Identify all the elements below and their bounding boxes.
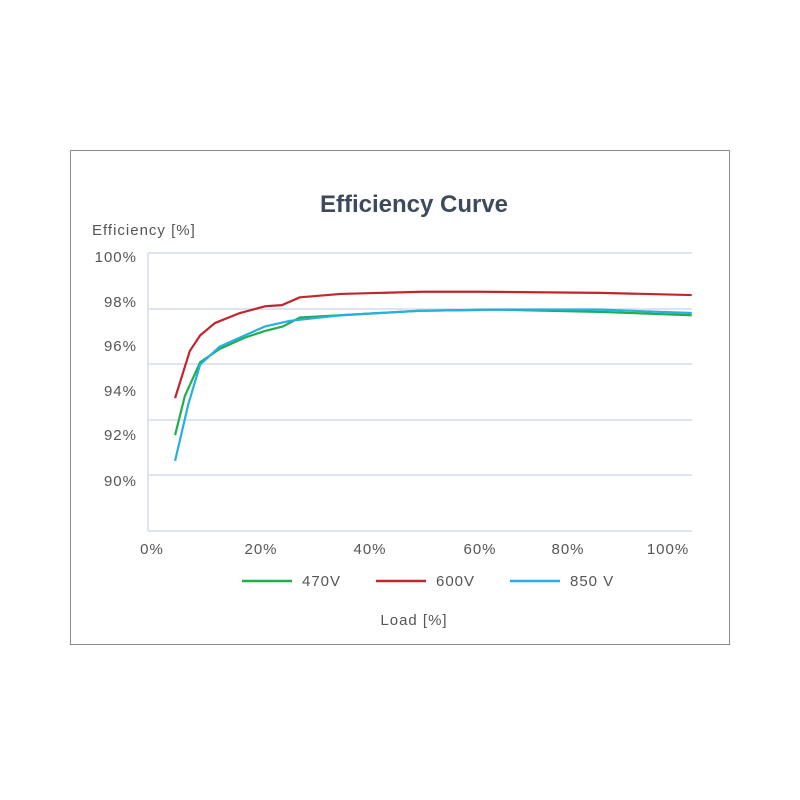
y-tick-label: 100% [95, 249, 137, 266]
x-tick-label: 60% [463, 541, 496, 558]
chart-title: Efficiency Curve [320, 191, 508, 218]
x-tick-label: 100% [647, 541, 689, 558]
x-tick-label: 0% [140, 541, 164, 558]
chart-frame [70, 150, 730, 645]
series-line-470V [174, 308, 692, 436]
x-axis-label: Load [%] [380, 612, 447, 629]
y-axis-label: Efficiency [%] [92, 222, 196, 239]
y-tick-label: 90% [104, 473, 137, 490]
legend-label: 850 V [570, 573, 614, 590]
x-tick-label: 80% [551, 541, 584, 558]
y-tick-label: 94% [104, 383, 137, 400]
legend-label: 470V [302, 573, 341, 590]
legend-label: 600V [436, 573, 475, 590]
y-tick-label: 98% [104, 294, 137, 311]
series-line-850V [173, 308, 692, 462]
series-line-600V [174, 290, 692, 399]
y-tick-label: 92% [104, 427, 137, 444]
x-tick-label: 20% [244, 541, 277, 558]
x-tick-label: 40% [353, 541, 386, 558]
y-tick-label: 96% [104, 338, 137, 355]
